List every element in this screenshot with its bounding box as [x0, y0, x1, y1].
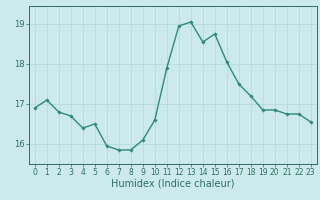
X-axis label: Humidex (Indice chaleur): Humidex (Indice chaleur) [111, 179, 235, 189]
